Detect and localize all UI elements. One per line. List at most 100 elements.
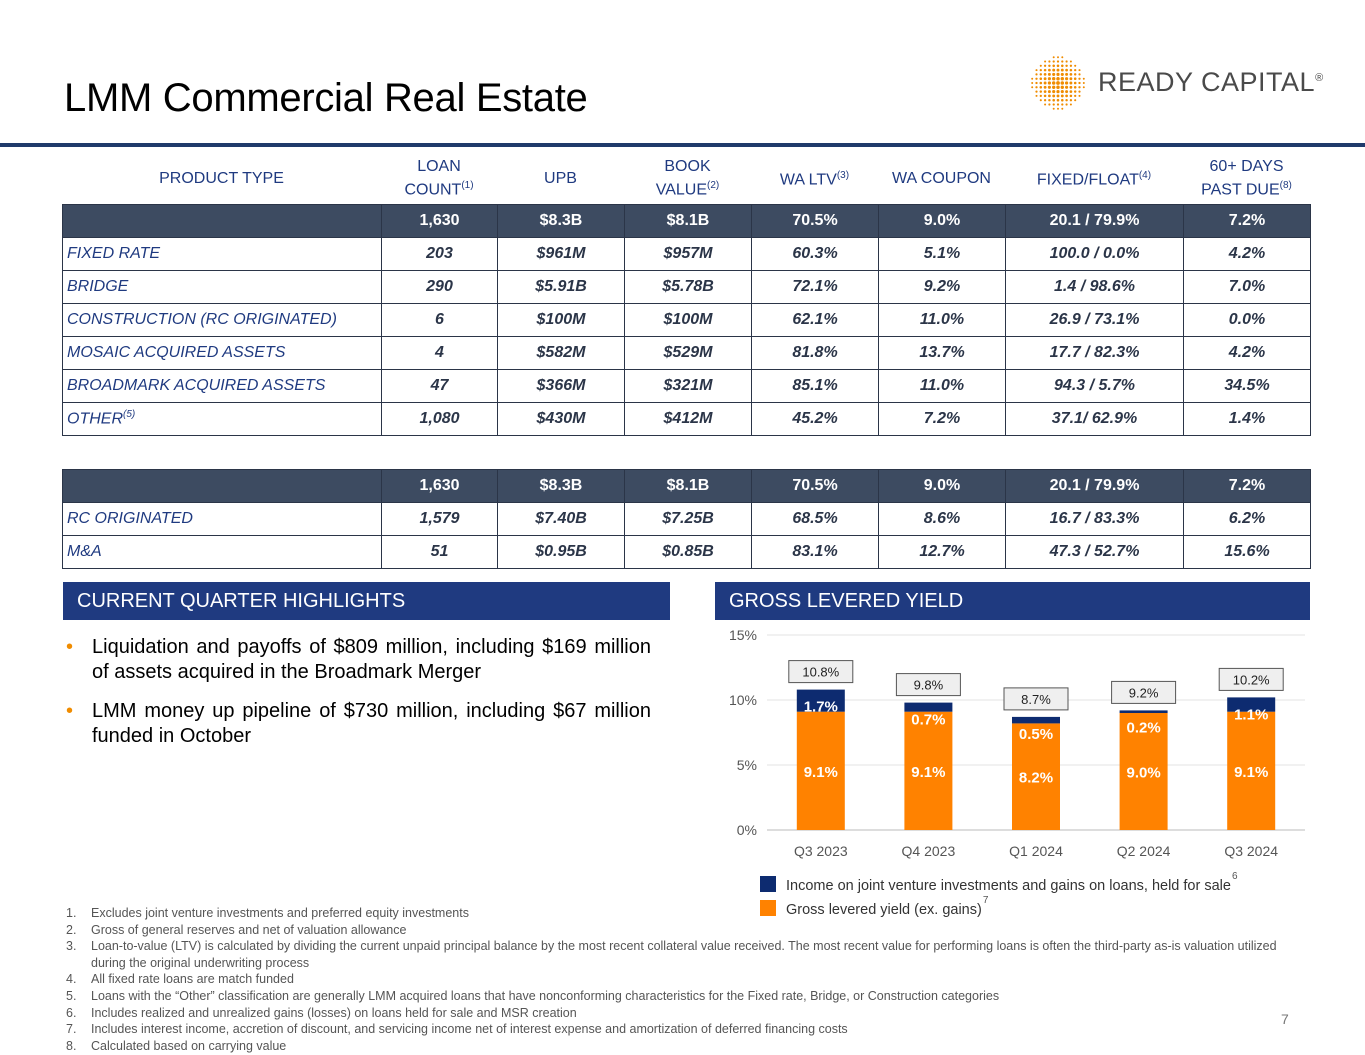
highlight-bullet: • LMM money up pipeline of $730 million, … [66,699,651,749]
table-cell: 6 [381,303,498,337]
gross-levered-yield-chart: 0% 5% 10% 15% 9.1% 1.7% 10.8% Q3 2023 9.1% 0.7% 9.… [729,627,1305,918]
table-cell: 51 [381,535,498,569]
header-wa-ltv-text: WA LTV(3) [779,170,850,189]
logo-dot [1039,99,1042,102]
footnote: 7. Includes interest income, accretion of… [66,1021,1311,1038]
logo-dot [1065,77,1069,81]
table-cell: $430M [497,402,625,436]
table-cell: 45.2% [751,402,879,436]
footnote-text: Gross of general reserves and net of val… [91,922,407,937]
highlight-bullet: • Liquidation and payoffs of $809 million… [66,635,651,685]
logo-dot [1060,81,1065,85]
table-cell: $366M [497,369,625,403]
header-book-value-text: BOOK VALUE(2) [655,157,720,199]
total-data-label: 9.8% [914,678,944,693]
logo-dot [1069,90,1073,93]
logo-dot [1078,90,1081,93]
logo-dot [1056,98,1060,102]
header-past-due-text: 60+ DAYS PAST DUE(8) [1201,157,1292,199]
table-cell: $0.95B [497,535,625,569]
income-bar [1012,716,1060,724]
income-data-label: 1.1% [1234,706,1268,723]
bullet-icon: • [66,700,74,722]
legend-label: Income on joint venture investments and … [786,878,1231,894]
footnote-text: Calculated based on carrying value [91,1038,287,1053]
footnote-number: 5. [66,988,77,1003]
logo-dot [1082,77,1085,80]
product-type-cell: MOSAIC ACQUIRED ASSETS [62,336,382,370]
logo-dot [1048,60,1051,63]
gross-yield-data-label: 9.1% [911,764,945,781]
table-cell: $957M [624,237,752,271]
gross-yield-data-label: 9.1% [1234,764,1268,781]
header-loan-count-text: LOAN COUNT(1) [404,157,474,199]
table-row: CONSTRUCTION (RC ORIGINATED) 6 $100M $100M 6… [62,303,1311,337]
table-cell: 9.0% [878,204,1006,238]
product-type-cell: FIXED RATE [62,237,382,271]
total-label-box [1111,680,1177,704]
logo-dot [1056,64,1060,68]
table-cell: 62.1% [751,303,879,337]
logo-dot [1047,72,1051,76]
table-cell: 70.5% [751,469,879,503]
footnotes: 1. Excludes joint venture investments and… [66,905,1311,1054]
highlight-text: LMM money up pipeline of $730 million, i… [92,700,651,747]
logo-dot [1069,103,1072,106]
table-cell: 47.3 / 52.7% [1005,535,1184,569]
logo-dot [1052,64,1055,68]
logo-dot [1069,94,1073,98]
footnote: 4. All fixed rate loans are match funded [66,971,1311,988]
logo-dot [1073,73,1077,76]
logo-dot [1078,94,1081,97]
table-cell: 7.0% [1183,270,1311,304]
header-wa-coupon: WA COUPON [878,156,1005,200]
header-wa-coupon-text: WA COUPON [892,169,991,187]
logo-dot [1052,90,1056,94]
table-cell: 20.1 / 79.9% [1005,204,1184,238]
gross-yield-bar [904,711,953,830]
logo-dot [1043,68,1047,72]
header-product-type: PRODUCT TYPE [62,156,381,200]
table-cell: $7.40B [497,502,625,536]
logo-dot [1065,85,1069,89]
table-cell: 1,080 [381,402,498,436]
product-type-table: 1,630 $8.3B $8.1B 70.5% 9.0% 20.1 / 79.9% 7.2%… [62,204,1311,436]
logo-dot [1056,103,1060,106]
logo-dot [1069,73,1073,76]
header-book-value: BOOK VALUE(2) [624,156,751,200]
logo-dot [1039,81,1043,85]
income-data-label: 0.5% [1019,726,1053,743]
table-cell: 6.2% [1183,502,1311,536]
logo-dot [1056,68,1060,72]
logo-dot [1056,90,1060,94]
table-cell: 0.0% [1183,303,1311,337]
gross-yield-data-label: 8.2% [1019,770,1053,787]
logo-dot [1039,68,1042,72]
highlight-text: Liquidation and payoffs of $809 million,… [92,636,651,683]
logo-dot [1074,68,1077,72]
logo-dot [1069,77,1073,81]
logo-dot [1043,85,1047,89]
table-cell: 34.5% [1183,369,1311,403]
logo-dot [1047,77,1051,81]
dot-grid-logo-icon [1031,56,1085,110]
footnote-number: 2. [66,922,77,937]
header-upb: UPB [497,156,624,200]
table-cell: 26.9 / 73.1% [1005,303,1184,337]
logo-dot [1052,72,1056,76]
total-label-box [1218,667,1284,691]
logo-dot [1082,86,1085,89]
gross-yield-bar [1227,711,1276,830]
logo-dot [1043,77,1047,81]
logo-dot [1061,56,1064,59]
origination-table: 1,630 $8.3B $8.1B 70.5% 9.0% 20.1 / 79.9% 7.2%… [62,469,1311,569]
legend-swatch [760,900,776,916]
table-cell: 20.1 / 79.9% [1005,469,1184,503]
logo-dot [1043,90,1047,93]
legend-label: Gross levered yield (ex. gains) [786,902,982,918]
logo-dot [1031,82,1034,84]
logo-dot [1073,90,1077,93]
logo-dot [1035,81,1038,85]
logo-dot [1056,94,1060,98]
page-number: 7 [1281,1011,1289,1027]
